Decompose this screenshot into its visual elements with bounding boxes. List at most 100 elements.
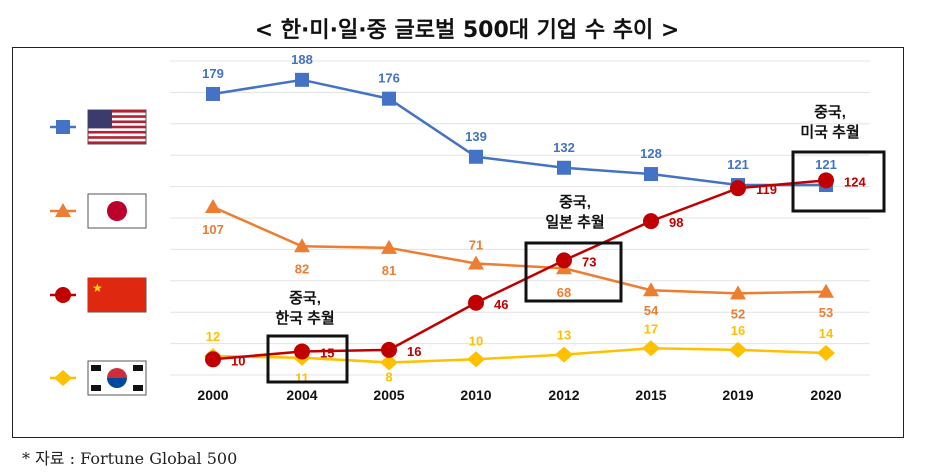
flag-taegeuk-red [107, 368, 127, 378]
us-data-label: 139 [465, 129, 487, 144]
flag-stripe [88, 110, 146, 113]
japan-point [205, 199, 221, 214]
legend-item-us [50, 109, 147, 145]
japan-point [643, 282, 659, 297]
korea-data-label: 16 [731, 323, 745, 338]
us-point [644, 167, 658, 182]
china-data-label: 73 [582, 254, 596, 269]
x-tick-label: 2020 [810, 387, 841, 403]
annotation-text: 중국, [289, 290, 321, 307]
china-data-label: 98 [669, 215, 683, 230]
us-data-label: 121 [815, 157, 837, 172]
us-point [557, 160, 571, 175]
china-data-label: 46 [494, 297, 508, 312]
china-point [556, 252, 572, 269]
annotation-text: 중국, [559, 194, 591, 211]
japan-data-label: 68 [557, 285, 571, 300]
flag-trigram [91, 385, 101, 391]
annotation-box [791, 150, 886, 213]
annotation-text: 중국, [814, 104, 846, 121]
source-note: * 자료 : Fortune Global 500 [22, 449, 238, 468]
x-tick-label: 2019 [722, 387, 753, 403]
us-data-label: 121 [727, 157, 749, 172]
flag-stripe [88, 115, 146, 118]
korea-series-line [212, 347, 827, 364]
annotation-box [266, 334, 349, 384]
flag-trigram [133, 365, 143, 371]
japan-point [294, 238, 310, 253]
flag-stripe [88, 125, 146, 129]
japan-flag-icon [87, 193, 147, 229]
japan-series-line [212, 205, 827, 295]
china-data-label: 119 [756, 182, 777, 197]
legend-item-china: ★ [50, 277, 147, 313]
annotation-text: 미국 추월 [800, 124, 859, 141]
us-data-label: 176 [378, 71, 400, 86]
korea-flag-icon [87, 360, 147, 396]
japan-point [818, 283, 834, 298]
china-point [468, 294, 484, 311]
korea-point [817, 345, 835, 362]
china-point [294, 343, 310, 360]
japan-data-label: 52 [731, 306, 745, 321]
flag-stripe [88, 136, 146, 139]
legend-marker-circle [55, 287, 71, 303]
legend-marker-square [56, 120, 70, 134]
us-data-label: 132 [553, 140, 575, 155]
korea-point [729, 341, 747, 358]
china-point [205, 351, 221, 368]
korea-data-label: 8 [385, 369, 392, 384]
us-point [469, 149, 483, 164]
japan-point [730, 285, 746, 300]
china-flag-icon: ★ [87, 277, 147, 313]
china-data-label: 15 [320, 345, 334, 360]
japan-point [381, 239, 397, 254]
china-point [381, 341, 397, 358]
legend-marker-triangle [55, 203, 71, 217]
flag-star: ★ [92, 281, 103, 295]
us-point [295, 72, 309, 87]
flag-stripe [88, 120, 146, 124]
us-data-label: 179 [202, 66, 224, 81]
annotation-text: 일본 추월 [545, 214, 604, 231]
korea-data-label: 17 [644, 321, 658, 336]
japan-data-label: 81 [382, 263, 396, 278]
annotation-box [524, 241, 623, 303]
japan-data-label: 107 [202, 222, 224, 237]
china-data-label: 10 [231, 353, 245, 368]
korea-point [467, 351, 485, 368]
korea-data-label: 14 [819, 326, 834, 341]
china-data-label: 16 [407, 344, 421, 359]
flag-stripe [88, 141, 146, 144]
japan-data-label: 53 [819, 305, 833, 320]
annotation-text: 한국 추월 [275, 310, 334, 327]
flag-trigram [133, 385, 143, 391]
us-point [206, 86, 220, 101]
korea-point [555, 346, 573, 363]
flag-canton [88, 110, 112, 129]
japan-data-label: 82 [295, 261, 309, 276]
japan-data-label: 71 [469, 238, 483, 253]
korea-point [642, 340, 660, 357]
china-series-line [212, 179, 827, 361]
korea-data-label: 13 [557, 328, 571, 343]
x-tick-label: 2015 [635, 387, 666, 403]
china-point [643, 213, 659, 230]
korea-data-label: 10 [469, 333, 483, 348]
us-flag-icon [87, 109, 147, 145]
legend-marker-diamond [54, 370, 72, 386]
china-point [730, 180, 746, 197]
flag-field [88, 278, 146, 312]
flag-trigram [91, 365, 101, 371]
us-data-label: 128 [640, 146, 662, 161]
x-tick-label: 2005 [373, 387, 404, 403]
flag-taegeuk-blue [107, 378, 127, 388]
us-series-line [212, 78, 826, 187]
flag-stripe [88, 130, 146, 134]
us-data-label: 188 [291, 52, 313, 67]
japan-data-label: 54 [644, 303, 659, 318]
x-tick-label: 2012 [548, 387, 579, 403]
x-tick-label: 2000 [197, 387, 228, 403]
x-tick-label: 2004 [286, 387, 317, 403]
